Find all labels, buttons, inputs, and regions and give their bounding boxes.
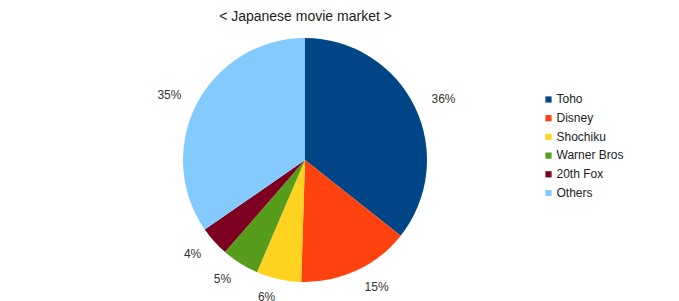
svg-text:20th Fox: 20th Fox bbox=[557, 167, 604, 181]
svg-text:6%: 6% bbox=[258, 290, 276, 301]
svg-text:< Japanese movie market >: < Japanese movie market > bbox=[219, 8, 392, 24]
svg-text:36%: 36% bbox=[432, 92, 456, 106]
svg-text:Toho: Toho bbox=[557, 92, 583, 106]
svg-text:Disney: Disney bbox=[557, 111, 594, 125]
svg-text:5%: 5% bbox=[214, 272, 232, 286]
svg-text:Warner Bros: Warner Bros bbox=[557, 148, 624, 162]
svg-text:15%: 15% bbox=[365, 280, 389, 294]
svg-text:4%: 4% bbox=[184, 247, 202, 261]
svg-text:Shochiku: Shochiku bbox=[557, 130, 606, 144]
svg-text:Others: Others bbox=[557, 186, 593, 200]
svg-text:35%: 35% bbox=[157, 88, 181, 102]
